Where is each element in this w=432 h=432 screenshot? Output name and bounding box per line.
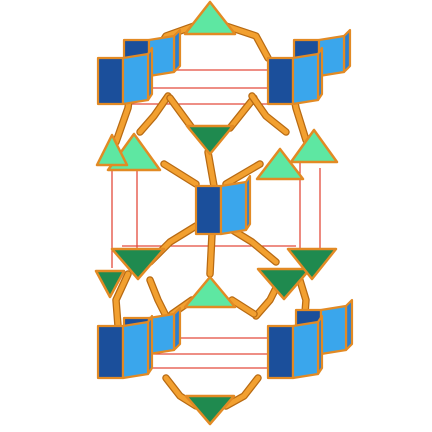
- triangle-up-unit: [183, 0, 237, 36]
- prism-unit: [194, 174, 252, 236]
- rod: [147, 277, 169, 319]
- triangle-down-unit: [94, 269, 126, 299]
- prism-units: [96, 28, 354, 380]
- triangle-down-unit: [110, 247, 166, 281]
- rod: [223, 375, 261, 409]
- rod: [205, 149, 217, 189]
- rod: [223, 161, 263, 187]
- rod: [137, 93, 171, 135]
- prism-unit: [96, 46, 154, 106]
- rod: [113, 271, 131, 329]
- rod: [207, 231, 215, 277]
- connector-rods: [112, 22, 310, 410]
- triangle-up-unit: [183, 275, 237, 309]
- triangle-up-unit: [289, 128, 339, 164]
- triangle-down-unit: [256, 267, 312, 301]
- prism-unit: [266, 46, 324, 106]
- rod: [223, 23, 271, 61]
- triangle-down-unit: [184, 394, 236, 426]
- triangle-units: [94, 0, 339, 426]
- prism-unit: [266, 314, 324, 380]
- rod: [229, 297, 257, 317]
- triangle-up-unit: [95, 133, 129, 167]
- prism-unit: [96, 314, 154, 380]
- rod: [249, 93, 289, 135]
- triangle-down-unit: [185, 124, 235, 156]
- triangle-down-unit: [286, 247, 338, 281]
- triangle-up-unit: [255, 147, 305, 181]
- rod: [167, 95, 195, 131]
- rod: [161, 161, 199, 187]
- rod: [227, 95, 257, 131]
